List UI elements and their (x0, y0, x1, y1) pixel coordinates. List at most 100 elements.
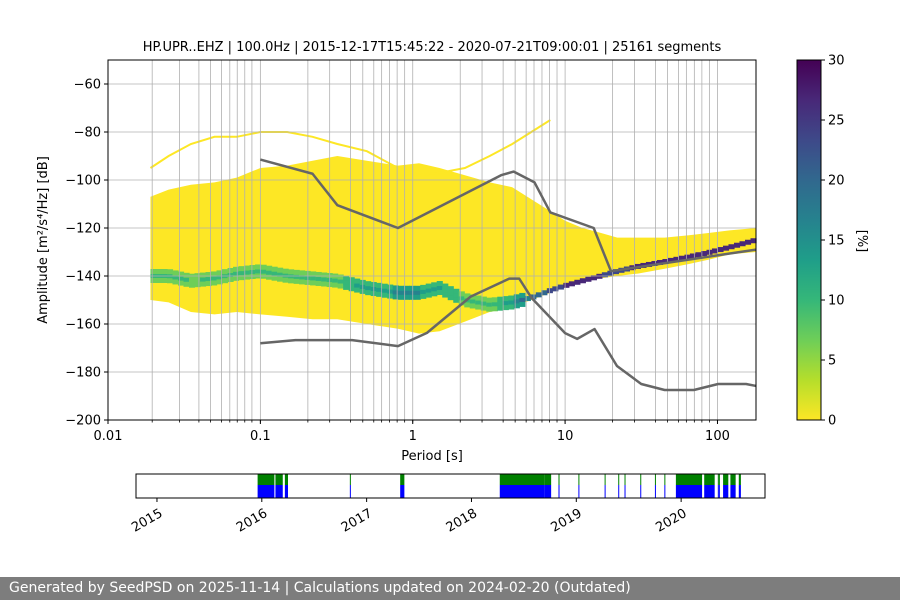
colorbar-tick-label: 20 (828, 174, 845, 189)
availability-timeline: 2015 2016 2017 2018 2019 2020 (129, 473, 766, 536)
density-cell (425, 288, 432, 293)
density-cell (205, 277, 212, 282)
availability-block-green (499, 474, 545, 485)
density-cell (590, 275, 597, 281)
availability-block-green (675, 474, 703, 485)
availability-block-blue (499, 485, 545, 498)
availability-tick-blue (718, 485, 720, 498)
availability-tick-blue (349, 485, 351, 498)
colorbar-tick-label: 30 (828, 54, 845, 69)
density-cell (662, 258, 669, 264)
density-cell (277, 272, 284, 277)
density-cell (469, 299, 476, 304)
colorbar-tick-label: 10 (828, 294, 845, 309)
availability-block-green (738, 474, 741, 485)
availability-block-blue (400, 485, 405, 498)
density-cell (414, 290, 421, 295)
density-cell (552, 286, 559, 292)
availability-tick-blue (618, 485, 620, 498)
colorbar: 0 5 10 15 20 25 30 (796, 54, 845, 429)
y-tick-label: −60 (74, 78, 101, 93)
x-tick-label: 1 (409, 429, 417, 444)
availability-block-blue (730, 485, 736, 498)
availability-block-green (400, 474, 405, 485)
density-cell (524, 296, 531, 302)
density-cell (491, 302, 498, 307)
density-cell (717, 247, 724, 253)
density-cell (348, 282, 355, 287)
density-cell (244, 270, 251, 275)
availability-block-green (704, 474, 715, 485)
density-cell (403, 290, 410, 295)
availability-tick-green (624, 474, 626, 485)
availability-block-blue (723, 485, 729, 498)
density-cell (447, 291, 454, 296)
density-cell (728, 244, 735, 250)
availability-tick-green (654, 474, 656, 485)
availability-block-blue (275, 485, 283, 498)
density-cell (667, 257, 675, 263)
y-tick-label: −80 (74, 126, 101, 141)
density-cell (310, 276, 317, 281)
density-cell (293, 274, 300, 279)
density-cell (530, 294, 537, 300)
y-tick-label: −140 (65, 270, 101, 285)
density-cell (255, 269, 262, 274)
year-label: 2017 (339, 506, 375, 536)
density-cell (321, 277, 328, 282)
density-cell (249, 270, 256, 275)
density-cell (271, 271, 278, 276)
density-cell (574, 279, 581, 285)
density-cell (233, 271, 240, 276)
availability-tick-blue (664, 485, 666, 498)
colorbar-tick-label: 5 (828, 354, 836, 369)
density-cell (227, 273, 234, 277)
density-cell (337, 279, 344, 284)
year-label: 2020 (653, 506, 689, 536)
availability-block-blue (284, 485, 288, 498)
heatmap (149, 119, 757, 334)
colorbar-tick-label: 25 (828, 114, 845, 129)
x-tick-label: 100 (705, 429, 730, 444)
density-cell (299, 275, 306, 280)
density-cell (354, 283, 361, 288)
density-cell (497, 301, 504, 306)
density-cell (722, 245, 730, 251)
x-tick-label: 0.01 (94, 429, 123, 444)
density-cell (420, 289, 427, 294)
availability-block-green (558, 474, 560, 485)
density-cell (315, 276, 322, 281)
density-cell (343, 280, 350, 285)
y-tick-label: −100 (65, 174, 101, 189)
density-cell (689, 253, 697, 259)
density-cell (585, 276, 592, 282)
density-cell (513, 299, 520, 304)
density-cell (178, 276, 185, 281)
availability-block-blue (558, 485, 560, 498)
density-cell (519, 297, 526, 302)
noise-models (260, 158, 757, 392)
density-cell (579, 278, 586, 284)
density-cell (260, 269, 267, 274)
availability-frame (135, 473, 766, 499)
availability-tick-green (717, 474, 719, 485)
density-cell (502, 301, 509, 306)
density-cell (216, 275, 223, 280)
density-cell (392, 290, 399, 295)
availability-block-blue (738, 485, 741, 498)
footer-text: Generated by SeedPSD on 2025-11-14 | Cal… (9, 580, 631, 596)
density-cell (238, 271, 245, 276)
availability-block-green (284, 474, 288, 485)
density-region (150, 156, 757, 334)
density-cell (508, 300, 515, 305)
density-cell (211, 276, 218, 281)
availability-block-green (723, 474, 729, 485)
density-cell (744, 239, 752, 245)
density-cell (607, 270, 614, 276)
density-cell (409, 290, 416, 295)
density-cell (172, 275, 179, 280)
density-cell (541, 290, 548, 296)
availability-tick-blue (624, 485, 626, 498)
low-noise-model (260, 277, 757, 392)
colorbar-tick-label: 0 (828, 414, 836, 429)
